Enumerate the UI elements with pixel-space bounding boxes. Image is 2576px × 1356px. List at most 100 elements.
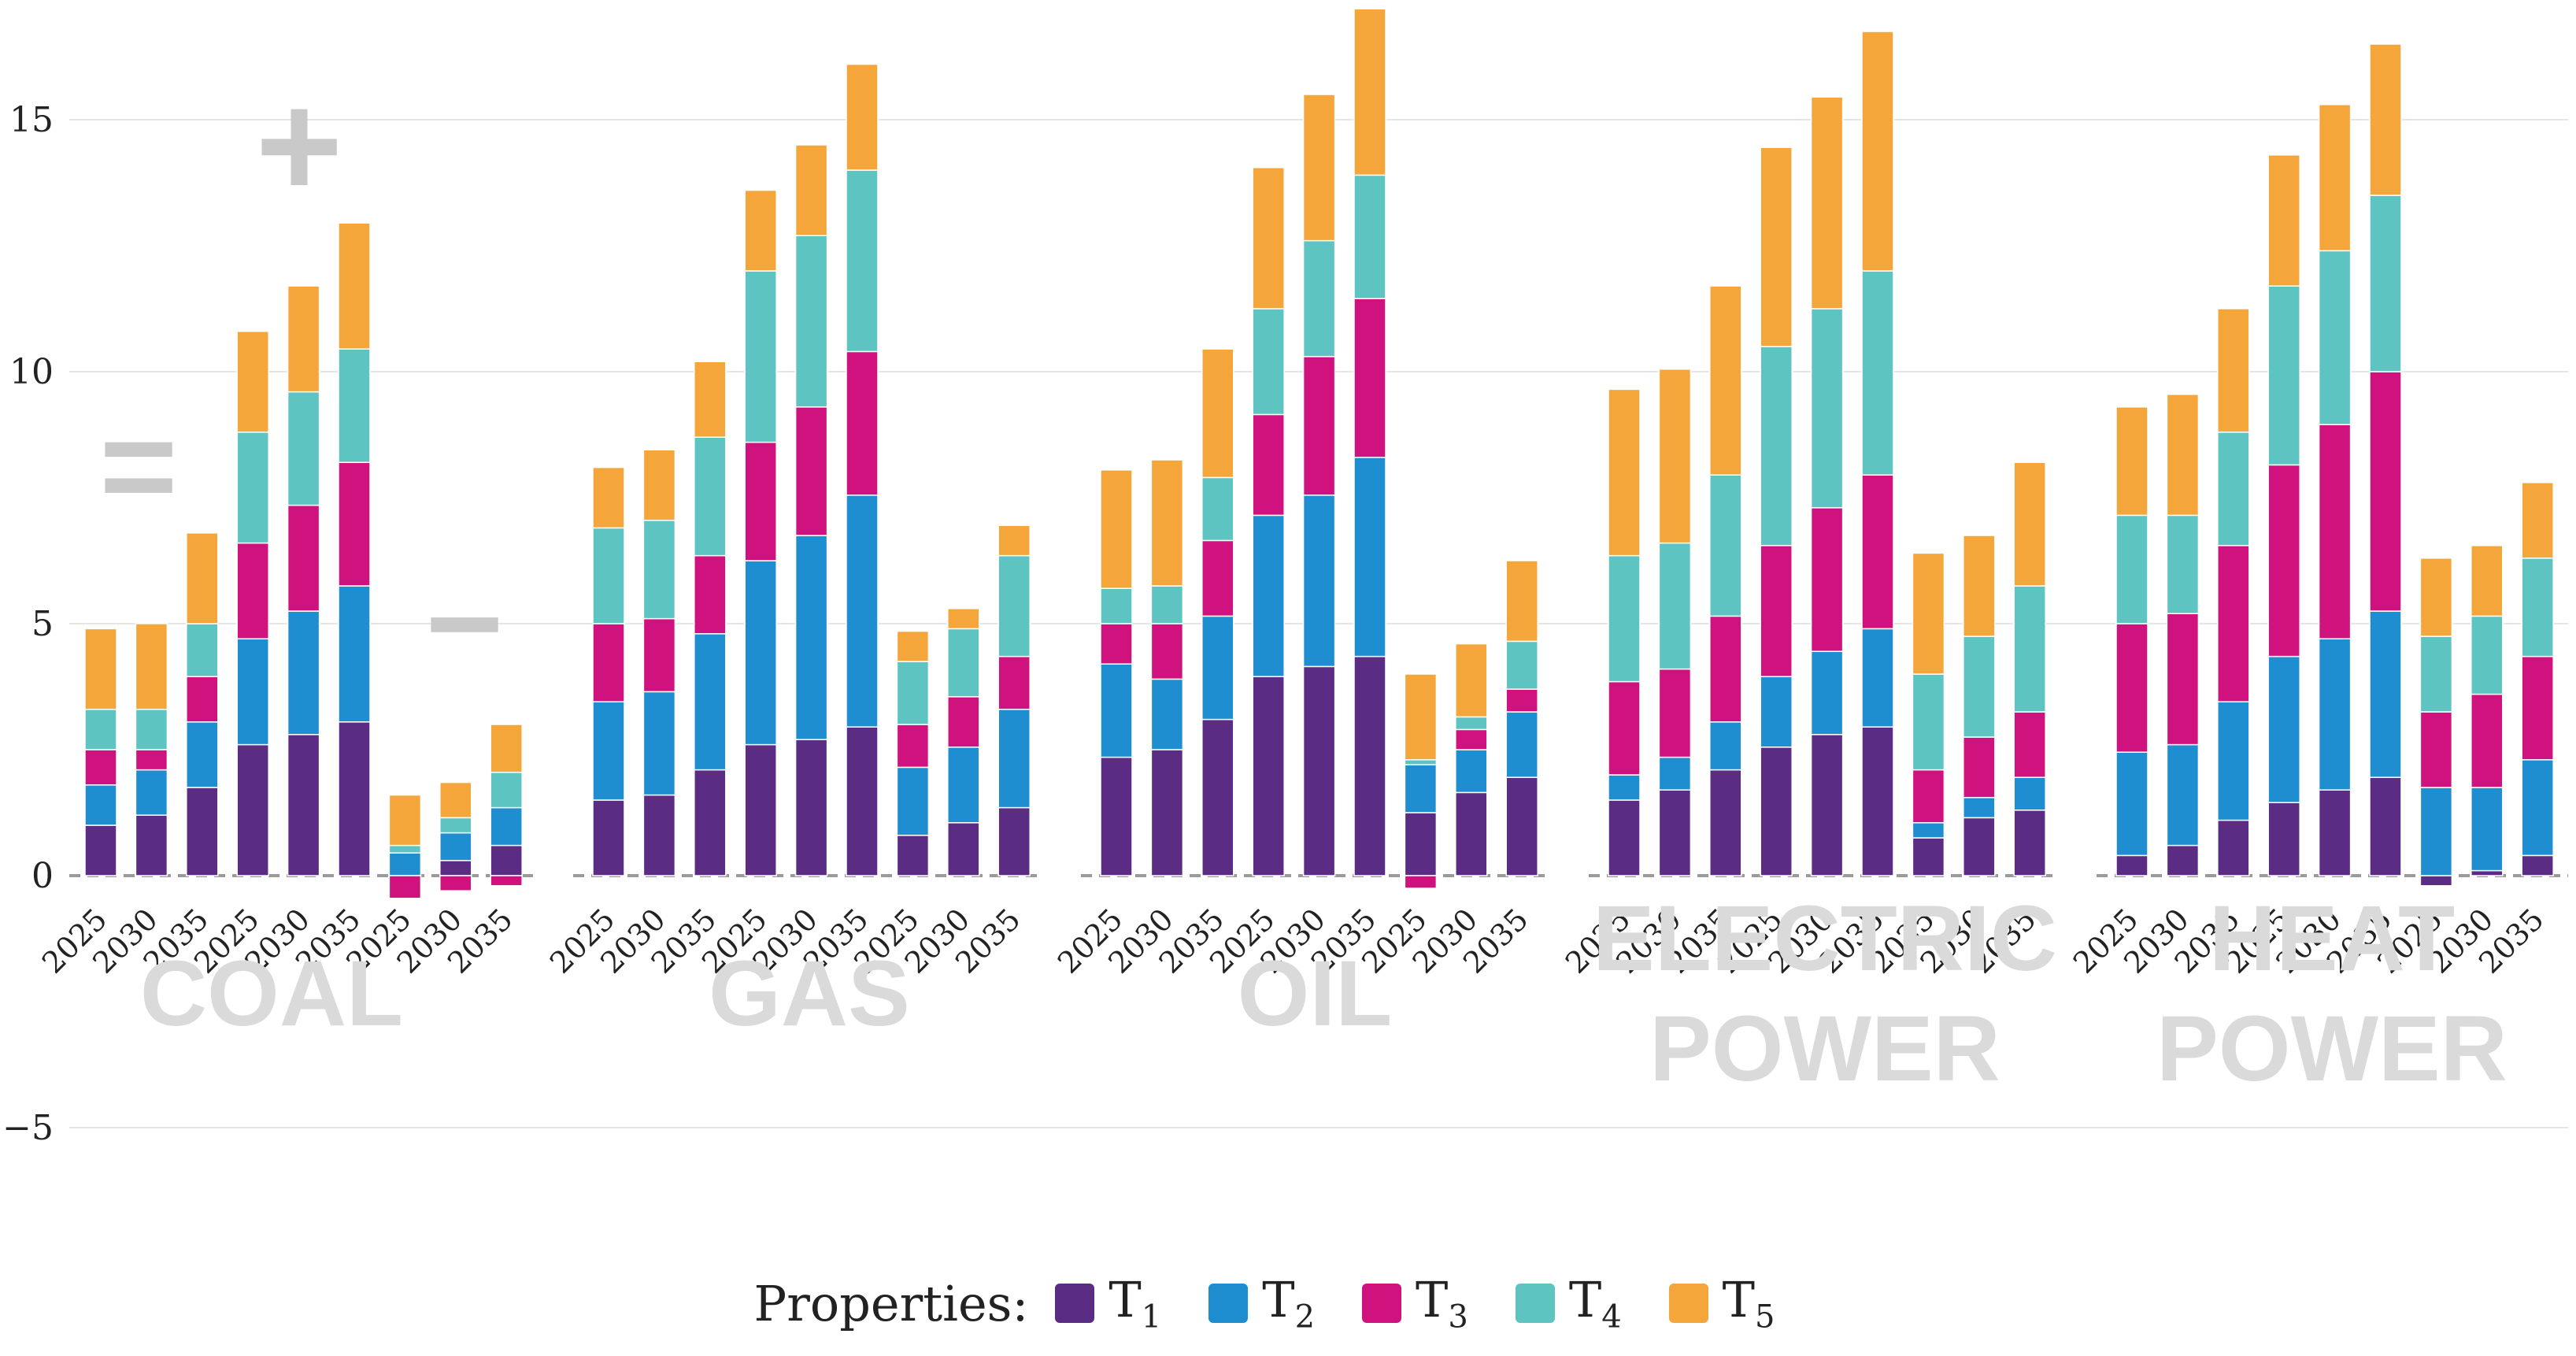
bar-segment-t5 xyxy=(2166,394,2200,517)
bar-segment-t1 xyxy=(794,739,828,876)
bar-segment-t5 xyxy=(2369,43,2402,196)
bar-segment-t1 xyxy=(490,844,523,876)
bar-segment-t3 xyxy=(1810,507,1844,652)
bar-segment-t4 xyxy=(2115,514,2149,624)
bar-segment-t4 xyxy=(642,520,676,620)
bar-segment-t3 xyxy=(1150,623,1184,680)
bar-segment-t3 xyxy=(287,504,320,612)
bar-segment-t5 xyxy=(2217,308,2250,433)
bar-segment-t5 xyxy=(2318,104,2352,252)
bar-segment-t1 xyxy=(186,787,219,876)
legend-label-t1: T1 xyxy=(1108,1271,1162,1336)
bar-segment-t4 xyxy=(1100,587,1133,624)
bar-segment-t1 xyxy=(1455,791,1488,876)
bar-segment-t1 xyxy=(2471,869,2504,876)
legend-swatch-t3 xyxy=(1362,1283,1402,1323)
bar-segment-t4 xyxy=(1150,585,1184,624)
bar-segment-t4 xyxy=(287,391,320,506)
bar-segment-t4 xyxy=(2521,558,2554,658)
legend-item-t4: T4 xyxy=(1515,1271,1622,1336)
bar-segment-t2 xyxy=(744,560,777,746)
bar-segment-t1 xyxy=(2369,776,2402,876)
bar-segment-t2 xyxy=(1100,663,1133,758)
bar-segment-t5 xyxy=(338,222,371,350)
bar-segment-t4 xyxy=(2419,635,2453,713)
bar-segment-t5 xyxy=(997,524,1031,557)
scenario-sign: = xyxy=(99,391,177,541)
bar-segment-t4 xyxy=(2369,195,2402,372)
bar-segment-t1 xyxy=(694,769,727,876)
bar-segment-t1 xyxy=(744,743,777,876)
bar-segment-t5 xyxy=(794,144,828,236)
bar-segment-t3 xyxy=(947,696,980,748)
bar-segment-t5 xyxy=(1912,552,1945,675)
legend-swatch-t5 xyxy=(1668,1283,1708,1323)
legend-label-t5: T5 xyxy=(1722,1271,1775,1336)
bar-segment-t3 xyxy=(1353,298,1386,458)
bar-segment-t5 xyxy=(1658,369,1692,544)
bar-segment-t3 xyxy=(694,554,727,635)
bar-segment-t2 xyxy=(846,495,879,728)
bar-segment-t4 xyxy=(1912,673,1945,771)
bar-segment-t1 xyxy=(1760,747,1793,876)
bar-segment-t1 xyxy=(2217,819,2250,876)
bar-segment-t2 xyxy=(186,721,219,788)
bar-segment-t4 xyxy=(1201,476,1234,542)
bar-segment-t2 xyxy=(1861,628,1894,728)
bar-segment-t2 xyxy=(84,784,117,826)
bar-segment-t2 xyxy=(1455,749,1488,794)
bar-segment-t3 xyxy=(846,350,879,496)
scenario-sign: + xyxy=(256,62,343,229)
bar-segment-t5 xyxy=(2471,545,2504,617)
bar-segment-t4 xyxy=(1505,640,1538,690)
bar-segment-t2 xyxy=(439,832,472,861)
bar-segment-t4 xyxy=(490,772,523,809)
bar-segment-t2 xyxy=(2217,701,2250,821)
bar-segment-t3 xyxy=(744,441,777,561)
bar-segment-t4 xyxy=(1455,716,1488,731)
bar-segment-t4 xyxy=(186,623,219,677)
bar-segment-t1 xyxy=(1963,817,1996,876)
bar-segment-t3 xyxy=(794,406,828,536)
bar-segment-t5 xyxy=(1760,146,1793,347)
bar-segment-t3 xyxy=(1608,680,1641,776)
legend: Properties: T1 T2 T3 T4 T5 xyxy=(0,1268,2576,1339)
bar-segment-t3 xyxy=(1658,668,1692,758)
group-label: HEAT xyxy=(2209,887,2455,991)
bar-segment-t3 xyxy=(1760,545,1793,677)
bar-segment-t4 xyxy=(694,436,727,557)
bar-segment-t3 xyxy=(2013,711,2046,778)
y-tick-label: 0 xyxy=(31,856,54,896)
bar-segment-t1 xyxy=(1608,799,1641,876)
bar-segment-t3 xyxy=(2369,371,2402,612)
bar-segment-t4 xyxy=(1861,270,1894,476)
legend-item-t5: T5 xyxy=(1668,1271,1775,1336)
y-tick-label: 10 xyxy=(9,352,54,392)
bar-segment-t4 xyxy=(1302,239,1336,358)
bar-segment-t3 xyxy=(1709,615,1742,723)
bar-segment-t1 xyxy=(84,824,117,876)
bar-segment-t1 xyxy=(947,822,980,876)
legend-label-t4: T4 xyxy=(1568,1271,1622,1336)
bar-segment-t5 xyxy=(1505,560,1538,643)
bar-segment-t2 xyxy=(236,638,269,746)
bar-segment-t5 xyxy=(2521,482,2554,559)
bar-segment-t3 xyxy=(1861,474,1894,630)
bar-segment-t5 xyxy=(744,189,777,272)
bar-segment-t3 xyxy=(2267,464,2300,658)
bar-segment-t2 xyxy=(2521,759,2554,857)
bar-segment-t1 xyxy=(2166,844,2200,876)
group-label: COAL xyxy=(140,942,403,1046)
bar-segment-t2 xyxy=(1608,774,1641,801)
bar-segment-t5 xyxy=(287,285,320,393)
bar-segment-t1 xyxy=(1100,756,1133,876)
bar-segment-t1 xyxy=(1912,837,1945,876)
bar-segment-t5 xyxy=(1201,348,1234,479)
bar-segment-t2 xyxy=(2471,787,2504,872)
bar-segment-t2 xyxy=(2013,776,2046,811)
bar-segment-t5 xyxy=(1608,388,1641,557)
bar-segment-t4 xyxy=(135,709,168,750)
bar-segment-t4 xyxy=(1252,308,1285,416)
